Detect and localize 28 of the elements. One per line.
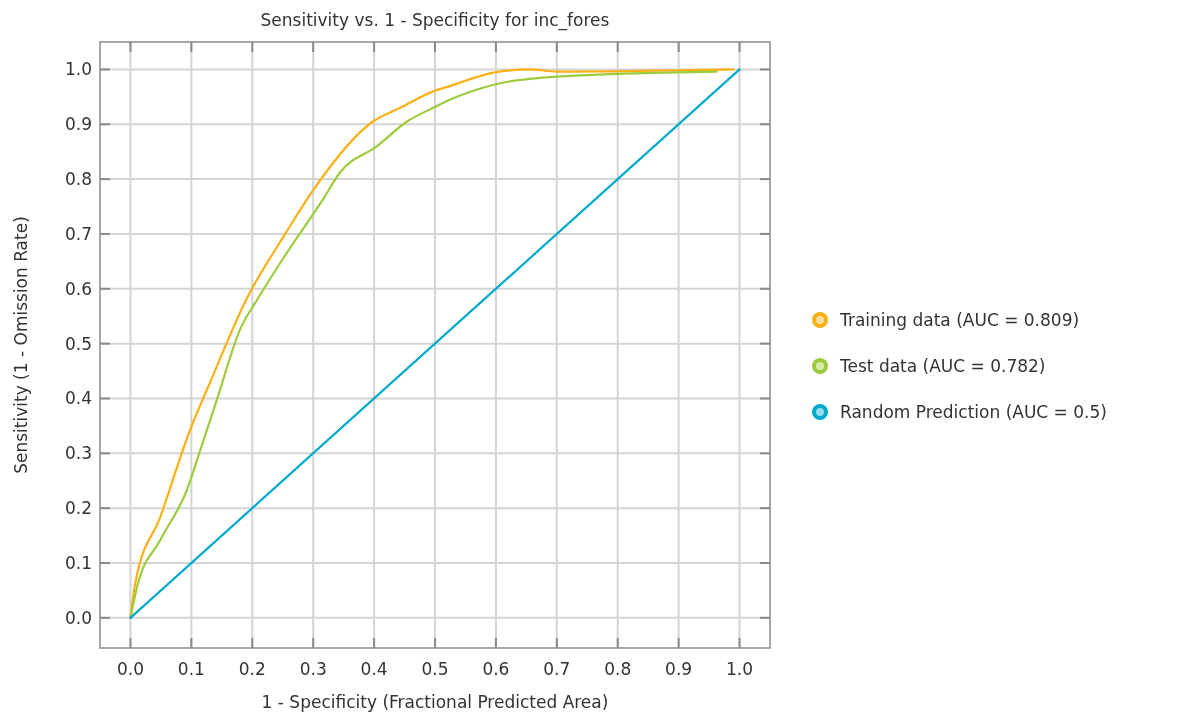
x-tick-label: 0.4	[360, 659, 388, 679]
y-tick-label: 0.9	[64, 114, 92, 135]
chart-title: Sensitivity vs. 1 - Specificity for inc_fores	[260, 10, 610, 31]
y-tick-label: 1.0	[64, 59, 92, 80]
x-tick-label: 0.9	[665, 659, 693, 679]
x-tick-label: 0.6	[482, 659, 510, 679]
x-tick-label: 0.1	[177, 659, 205, 679]
x-tick-label: 1.0	[726, 659, 754, 679]
x-tick-label: 0.5	[421, 659, 449, 679]
y-tick-label: 0.1	[64, 552, 92, 573]
x-tick-label: 0.2	[238, 659, 266, 679]
x-tick-label: 0.8	[604, 659, 632, 679]
legend-label: Training data (AUC = 0.809)	[839, 309, 1080, 330]
y-tick-label: 0.0	[64, 607, 92, 628]
y-tick-label: 0.8	[64, 169, 92, 190]
x-tick-label: 0.0	[116, 659, 144, 679]
y-tick-label: 0.7	[64, 223, 92, 244]
y-tick-label: 0.6	[64, 278, 92, 299]
legend-label: Test data (AUC = 0.782)	[839, 355, 1046, 376]
y-tick-label: 0.3	[64, 443, 92, 464]
y-tick-label: 0.4	[64, 388, 92, 409]
y-tick-label: 0.5	[64, 333, 92, 354]
x-tick-label: 0.3	[299, 659, 327, 679]
x-axis-title: 1 - Specificity (Fractional Predicted Area)	[261, 692, 609, 712]
legend-label: Random Prediction (AUC = 0.5)	[840, 401, 1107, 422]
x-tick-label: 0.7	[543, 659, 571, 679]
y-axis-title: Sensitivity (1 - Omission Rate)	[11, 216, 31, 474]
y-tick-label: 0.2	[64, 498, 92, 519]
